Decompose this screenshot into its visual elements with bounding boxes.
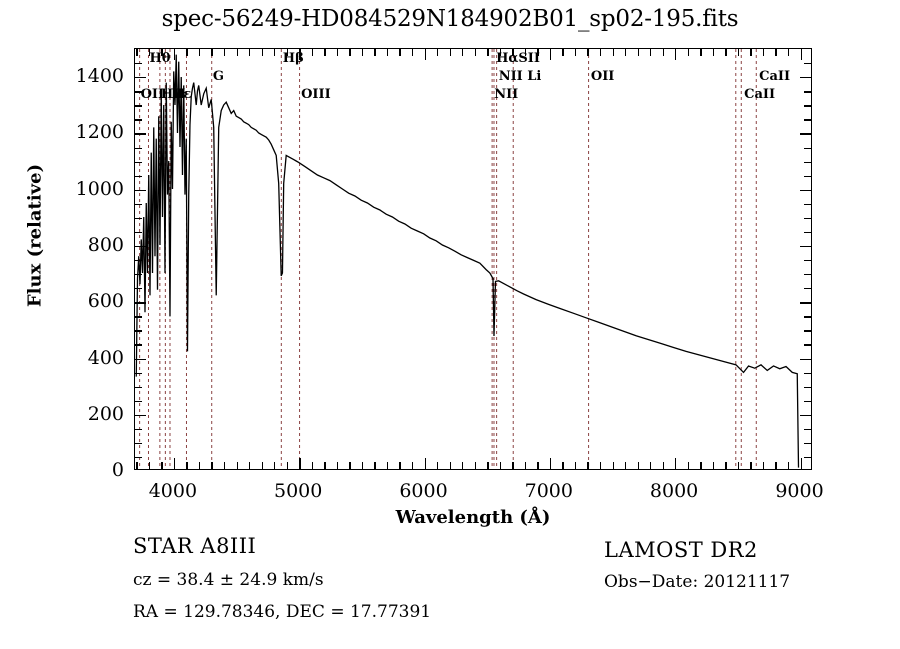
spectral-line-label: Hβ xyxy=(282,51,304,66)
coordinates-text: RA = 129.78346, DEC = 17.77391 xyxy=(133,602,432,622)
y-tick-label: 200 xyxy=(87,402,124,425)
spectral-line-label: Hε xyxy=(171,87,192,102)
spectrum-curve xyxy=(135,49,811,469)
spectral-line-label: G xyxy=(212,69,224,84)
y-tick-label: 400 xyxy=(87,346,124,369)
x-tick-label: 5000 xyxy=(274,480,323,502)
spectral-line-label: Hθ xyxy=(149,51,171,66)
spectral-line-label: OII xyxy=(140,87,165,102)
x-tick-label: 8000 xyxy=(649,480,699,502)
spectral-line-label: OIII xyxy=(301,87,331,102)
spectral-line-label: OII xyxy=(590,69,615,84)
x-tick-label: 7000 xyxy=(524,480,573,502)
x-tick-label: 6000 xyxy=(399,480,448,502)
y-tick-label: 1400 xyxy=(75,65,124,88)
y-tick-label: 600 xyxy=(87,290,124,313)
spectral-line-label: NII Li xyxy=(498,69,542,84)
y-axis-title: Flux (relative) xyxy=(24,163,46,308)
y-tick-label: 0 xyxy=(111,459,124,481)
star-type-text: STAR A8III xyxy=(133,534,257,558)
spectral-line-label: HII xyxy=(160,87,186,102)
spectral-line-label: CaII xyxy=(744,87,776,102)
x-axis-title: Wavelength (Å) xyxy=(395,507,551,528)
spectral-line-label: HαSII xyxy=(496,51,540,66)
y-tick-label: 1000 xyxy=(75,177,124,200)
survey-name-text: LAMOST DR2 xyxy=(604,538,758,562)
x-tick-label: 4000 xyxy=(148,480,198,502)
page-title: spec-56249-HD084529N184902B01_sp02-195.f… xyxy=(161,6,739,32)
y-tick-label: 1200 xyxy=(75,121,124,144)
x-tick-label: 9000 xyxy=(775,480,824,502)
y-tick-label: 800 xyxy=(87,233,124,256)
redshift-velocity-text: cz = 38.4 ± 24.9 km/s xyxy=(133,570,324,590)
plot-area xyxy=(134,48,812,470)
spectral-line-label: CaII xyxy=(759,69,791,84)
obs-date-text: Obs−Date: 20121117 xyxy=(604,572,791,592)
spectral-line-label: NII xyxy=(494,87,519,102)
